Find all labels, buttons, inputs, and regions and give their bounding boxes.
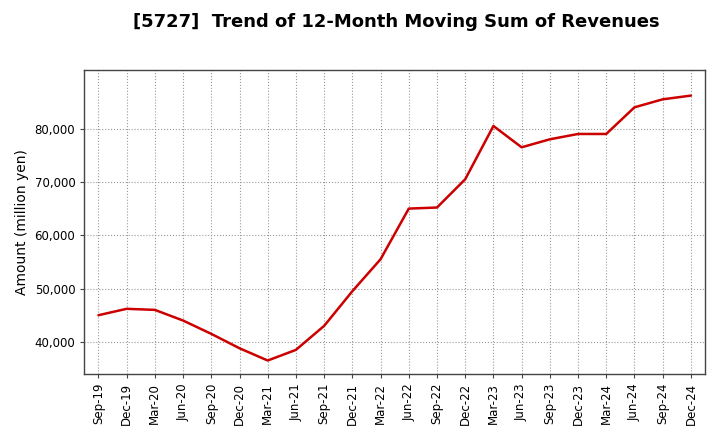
Y-axis label: Amount (million yen): Amount (million yen) bbox=[15, 149, 29, 295]
Text: [5727]  Trend of 12-Month Moving Sum of Revenues: [5727] Trend of 12-Month Moving Sum of R… bbox=[132, 13, 660, 31]
